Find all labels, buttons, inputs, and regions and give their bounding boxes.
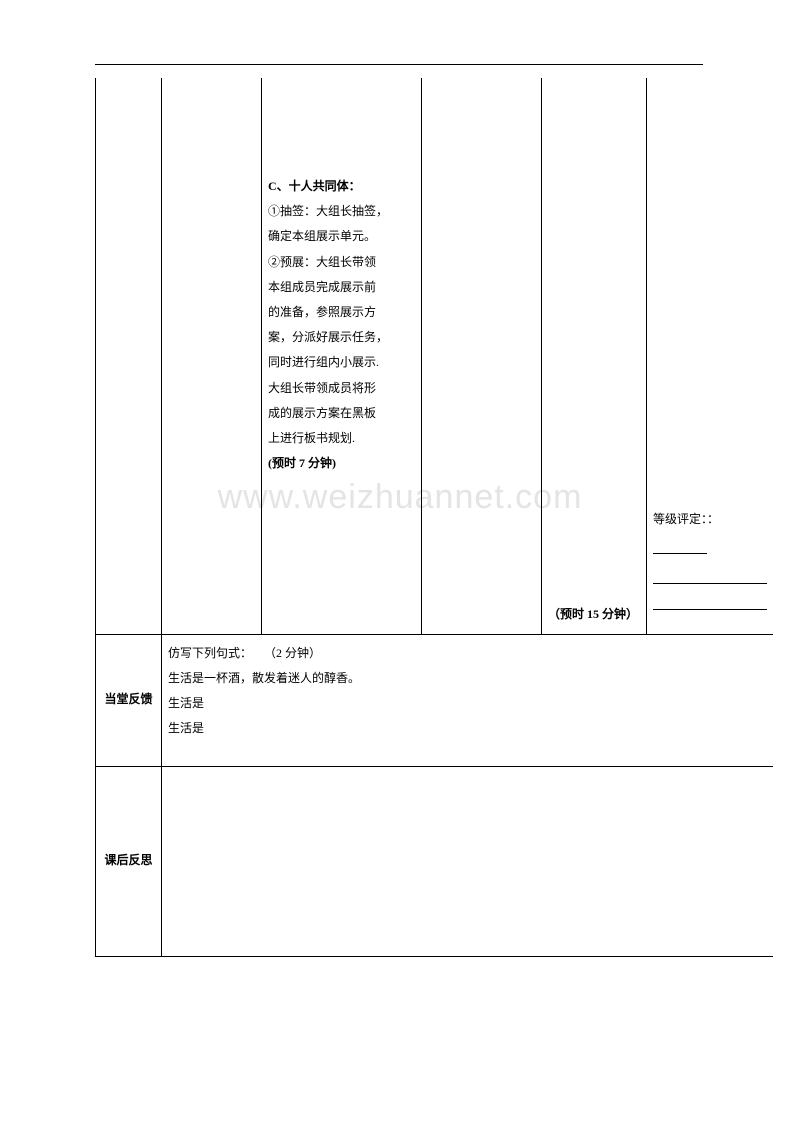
row2-label: 当堂反馈 (96, 634, 162, 766)
section-c-line: 上进行板书规划. (268, 426, 415, 451)
cell-e-timer: （预时 15 分钟） (542, 78, 647, 634)
section-c-line: 同时进行组内小展示. (268, 350, 415, 375)
document-page: C、十人共同体： ①抽签：大组长抽签， 确定本组展示单元。 ②预展：大组长带领 … (95, 78, 773, 957)
cell-f-evaluation: 等级评定：： (647, 78, 774, 634)
section-e-timer: （预时 15 分钟） (548, 602, 640, 627)
cell-d-empty (422, 78, 542, 634)
row2-line: 仿写下列句式： （2 分钟） (168, 641, 767, 666)
evaluation-blank-line (653, 592, 767, 610)
section-c-line: 确定本组展示单元。 (268, 224, 415, 249)
row2-line1b: （2 分钟） (264, 646, 321, 660)
table-row: 当堂反馈 仿写下列句式： （2 分钟） 生活是一杯酒，散发着迷人的醇香。 生活是… (96, 634, 774, 766)
header-rule (95, 64, 703, 65)
row3-label: 课后反思 (96, 766, 162, 956)
section-c-heading: C、十人共同体： (268, 174, 415, 199)
section-c-line: 成的展示方案在黑板 (268, 401, 415, 426)
row2-line: 生活是 (168, 716, 767, 741)
table-row: C、十人共同体： ①抽签：大组长抽签， 确定本组展示单元。 ②预展：大组长带领 … (96, 78, 774, 634)
table-row: 课后反思 (96, 766, 774, 956)
cell-label-empty (96, 78, 162, 634)
section-c-line: 大组长带领成员将形 (268, 376, 415, 401)
evaluation-blank (653, 542, 707, 554)
row2-line: 生活是一杯酒，散发着迷人的醇香。 (168, 666, 767, 691)
section-c-timer: (预时 7 分钟) (268, 451, 415, 476)
evaluation-blank-line (653, 566, 767, 584)
row3-content (162, 766, 774, 956)
evaluation-block: 等级评定：： (653, 504, 767, 610)
section-c-line: ②预展：大组长带领 (268, 250, 415, 275)
row2-line1a: 仿写下列句式： (168, 646, 252, 660)
row2-line: 生活是 (168, 691, 767, 716)
lesson-plan-table: C、十人共同体： ①抽签：大组长抽签， 确定本组展示单元。 ②预展：大组长带领 … (95, 78, 773, 957)
section-c-line: 案，分派好展示任务， (268, 325, 415, 350)
section-c-line: 本组成员完成展示前 (268, 275, 415, 300)
cell-b-empty (162, 78, 262, 634)
row2-content: 仿写下列句式： （2 分钟） 生活是一杯酒，散发着迷人的醇香。 生活是 生活是 (162, 634, 774, 766)
cell-c-community: C、十人共同体： ①抽签：大组长抽签， 确定本组展示单元。 ②预展：大组长带领 … (262, 78, 422, 634)
evaluation-label: 等级评定：： (653, 512, 719, 526)
section-c-line: ①抽签：大组长抽签， (268, 199, 415, 224)
section-c-line: 的准备，参照展示方 (268, 300, 415, 325)
